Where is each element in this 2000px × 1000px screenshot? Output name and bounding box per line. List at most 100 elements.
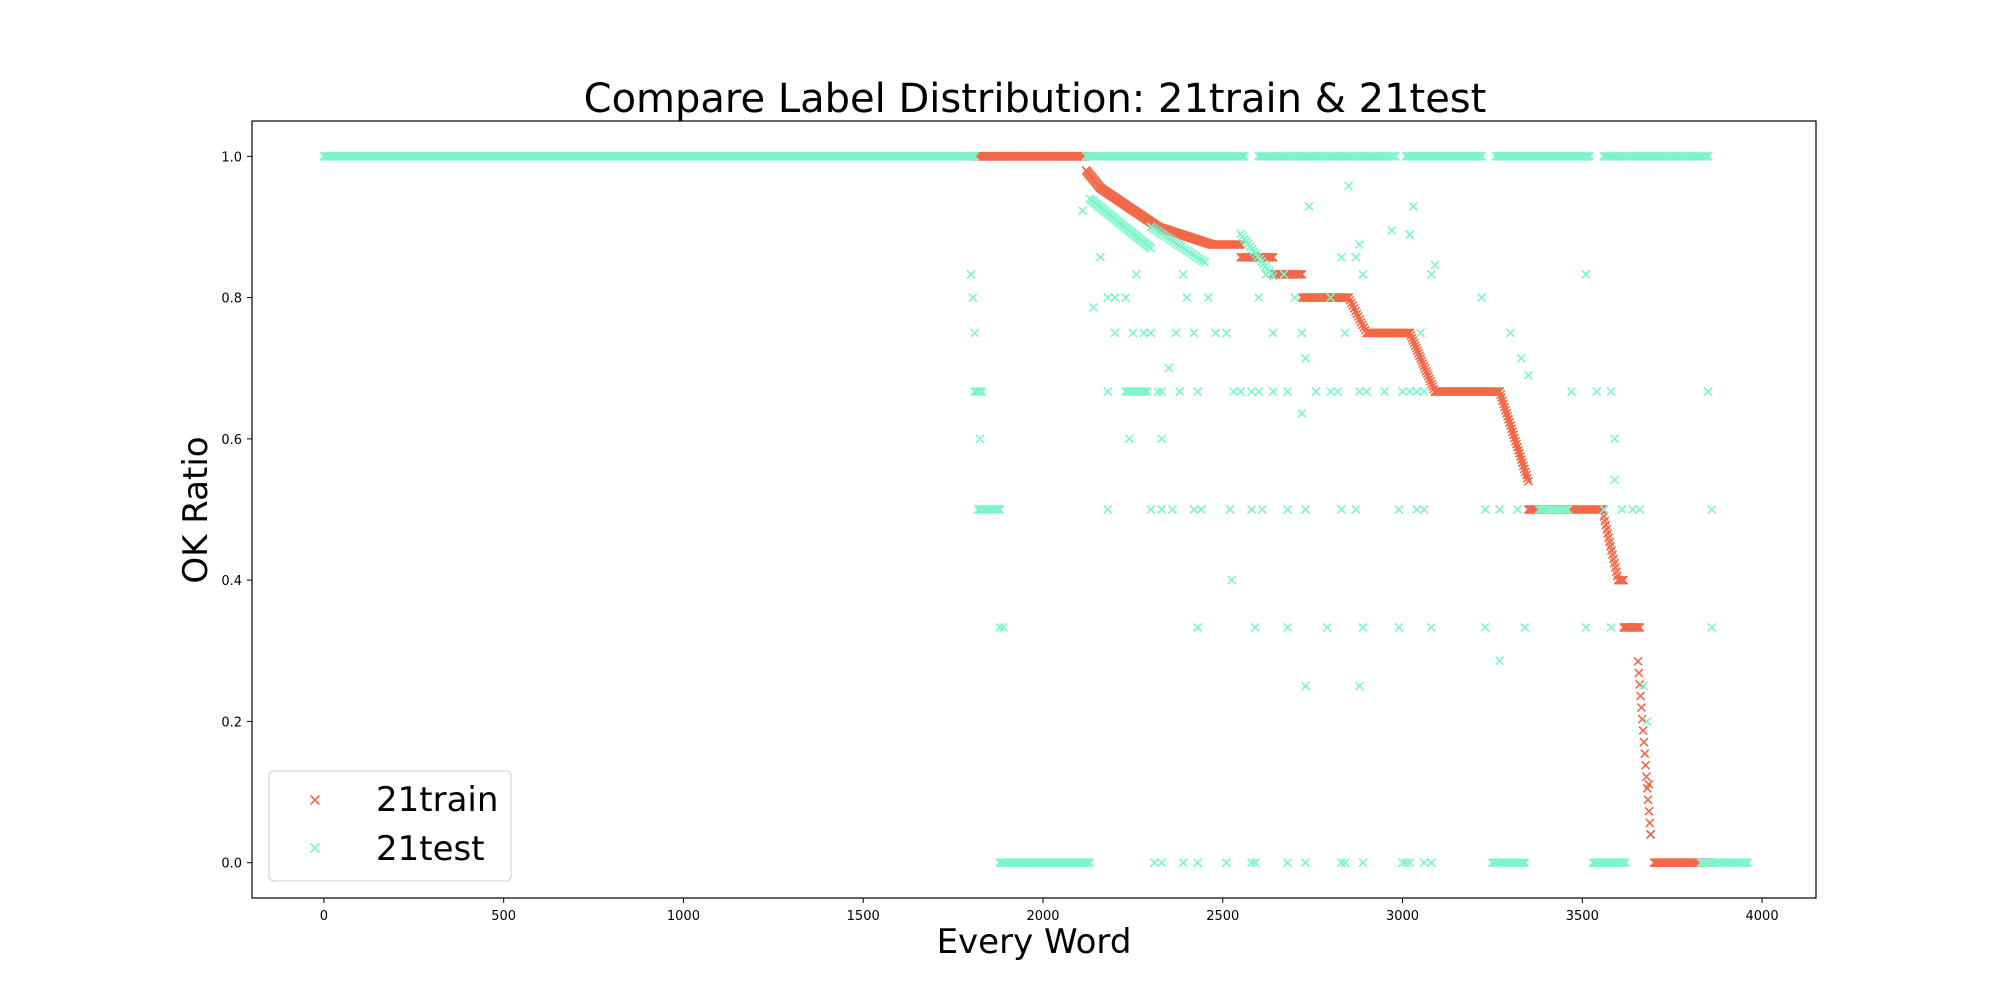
point-21test — [1401, 858, 1411, 868]
point-21test — [1405, 386, 1415, 397]
point-21test — [1606, 386, 1616, 397]
point-21train — [1416, 353, 1426, 363]
point-21train — [1421, 366, 1431, 376]
point-21test — [1257, 504, 1267, 515]
point-21test — [1131, 269, 1142, 279]
point-21test — [1149, 858, 1160, 868]
point-21test — [973, 386, 983, 397]
point-21test — [1426, 858, 1436, 868]
point-21train — [1355, 314, 1365, 324]
point-21train — [1408, 335, 1418, 346]
point-21train — [1346, 298, 1356, 308]
point-21test — [1419, 858, 1429, 868]
point-21test — [1196, 504, 1206, 515]
point-21test — [1563, 504, 1573, 515]
y-axis: 0.0 0.2 0.4 0.6 0.8 1.0 — [221, 150, 252, 872]
point-21train — [1504, 417, 1515, 428]
point-21train — [1518, 461, 1528, 471]
point-21test — [1203, 293, 1213, 303]
point-21test — [1430, 260, 1440, 270]
point-21train — [1419, 361, 1429, 371]
point-21test — [1128, 328, 1138, 338]
point-21test — [1157, 434, 1167, 444]
point-21train — [1641, 772, 1651, 782]
point-21train — [1497, 393, 1507, 403]
point-21test — [1300, 858, 1311, 868]
point-21test — [1619, 858, 1629, 868]
point-21test — [1351, 252, 1361, 262]
point-21train — [1514, 448, 1525, 458]
point-21test — [1304, 201, 1314, 212]
point-21test — [1282, 504, 1293, 515]
point-21test — [998, 622, 1009, 633]
point-21test — [1477, 293, 1487, 303]
point-21test — [1297, 328, 1307, 338]
point-21test — [968, 293, 978, 303]
y-tick-label: 0.2 — [221, 715, 242, 730]
point-21test — [1606, 622, 1616, 633]
legend-label-21train: 21train — [376, 780, 498, 820]
point-21test — [1300, 504, 1311, 515]
point-21train — [1645, 818, 1655, 828]
point-21test — [1164, 363, 1174, 373]
point-21test — [1635, 504, 1645, 515]
point-21test — [1617, 504, 1627, 515]
x-tick-label: 3000 — [1386, 909, 1419, 924]
point-21train — [1617, 575, 1627, 585]
point-21test — [1628, 504, 1638, 515]
point-21test — [1311, 386, 1321, 397]
point-21train — [1356, 317, 1366, 327]
point-21test — [1583, 151, 1593, 161]
chart-title: Compare Label Distribution: 21train & 21… — [584, 76, 1487, 122]
point-21test — [1475, 151, 1485, 161]
point-21test — [970, 328, 980, 338]
point-21test — [1610, 434, 1620, 444]
point-21test — [1182, 293, 1192, 303]
legend: 21train 21test — [268, 770, 512, 882]
point-21test — [1146, 328, 1156, 338]
point-21test — [1340, 858, 1350, 868]
point-21train — [1503, 414, 1514, 424]
point-21train — [1405, 328, 1415, 338]
point-21test — [1236, 151, 1246, 161]
point-21train — [1410, 341, 1420, 351]
point-21test — [1261, 269, 1271, 279]
point-21test — [1581, 151, 1591, 161]
point-21test — [1516, 353, 1526, 363]
point-21train — [1639, 737, 1649, 747]
point-21test — [1358, 858, 1368, 868]
point-21test — [1700, 151, 1710, 161]
point-21test — [1743, 858, 1753, 868]
point-21test — [1146, 504, 1156, 515]
point-21train — [1297, 269, 1307, 279]
point-21test — [1250, 622, 1260, 633]
point-21train — [1417, 356, 1427, 366]
point-21test — [1389, 151, 1399, 161]
point-21test — [1336, 858, 1346, 868]
point-21test — [1336, 504, 1346, 515]
y-axis-label: OK Ratio — [176, 436, 216, 583]
legend-icon-21test — [309, 842, 321, 854]
legend-icon-21train — [309, 794, 321, 806]
point-21train — [1502, 411, 1513, 421]
point-21test — [1282, 858, 1293, 868]
point-21test — [1290, 293, 1300, 303]
point-21test — [1358, 622, 1368, 633]
point-21train — [1517, 458, 1527, 468]
point-21test — [1297, 408, 1307, 419]
point-21test — [1495, 656, 1505, 666]
point-21train — [1407, 333, 1417, 343]
point-21test — [1426, 269, 1436, 279]
point-21test — [966, 269, 976, 279]
point-21train — [1499, 402, 1510, 412]
point-21test — [1237, 151, 1248, 161]
point-21test — [1254, 386, 1264, 397]
point-21test — [1221, 328, 1231, 338]
point-21test — [1300, 681, 1311, 691]
point-21train — [1510, 436, 1521, 446]
point-21train — [1427, 379, 1437, 389]
point-21test — [1193, 622, 1203, 633]
point-21train — [1498, 396, 1508, 406]
point-21train — [1523, 476, 1533, 486]
legend-marker-21test — [309, 842, 321, 854]
